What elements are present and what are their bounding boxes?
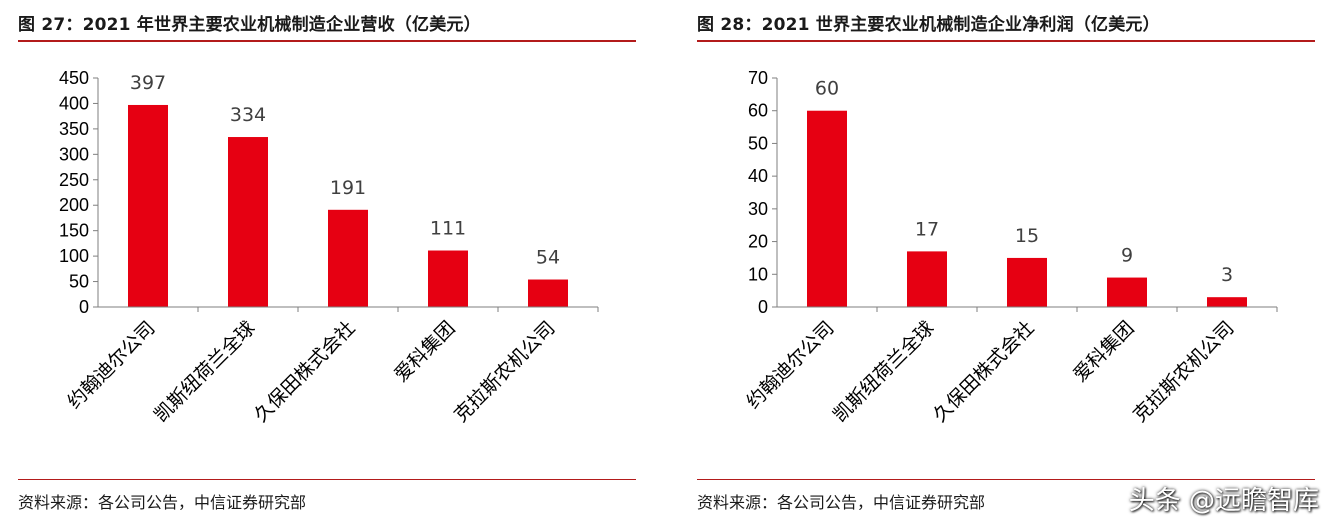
title-divider: [18, 40, 636, 42]
data-label: 3: [1221, 264, 1233, 286]
title-divider: [697, 40, 1315, 42]
y-tick-label: 100: [59, 246, 89, 266]
bar: [807, 110, 847, 307]
y-tick-label: 450: [59, 68, 89, 88]
chart-title: 图 27：2021 年世界主要农业机械制造企业营收（亿美元）: [18, 15, 481, 35]
data-label: 334: [230, 104, 266, 126]
category-label: 克拉斯农机公司: [1129, 317, 1239, 427]
data-label: 17: [915, 218, 939, 240]
source-note: 资料来源：各公司公告，中信证券研究部: [18, 493, 307, 512]
category-label: 约翰迪尔公司: [63, 317, 159, 413]
y-tick-label: 0: [79, 297, 89, 317]
y-tick-label: 400: [59, 93, 89, 113]
category-label: 爱科集团: [1069, 317, 1138, 386]
data-label: 15: [1015, 225, 1039, 247]
data-label: 54: [536, 247, 560, 269]
category-label: 约翰迪尔公司: [742, 317, 838, 413]
data-label: 111: [430, 218, 466, 240]
category-label: 爱科集团: [390, 317, 459, 386]
data-label: 9: [1121, 245, 1133, 267]
category-label: 克拉斯农机公司: [450, 317, 560, 427]
y-tick-label: 10: [748, 264, 768, 284]
y-tick-label: 70: [748, 68, 768, 88]
net-profit-bar-chart: 0 10 20 30 40 50 60 70 60 约翰迪尔公司 17 凯斯纽荷兰全球 15 久保田株式会…: [742, 68, 1278, 427]
bar: [328, 209, 368, 307]
y-tick-label: 30: [748, 199, 768, 219]
y-tick-label: 250: [59, 170, 89, 190]
y-tick-label: 50: [69, 272, 89, 292]
category-label: 凯斯纽荷兰全球: [150, 317, 260, 427]
category-label: 凯斯纽荷兰全球: [829, 317, 939, 427]
data-label: 191: [330, 177, 366, 199]
category-label: 久保田株式会社: [929, 317, 1039, 427]
data-label: 397: [130, 72, 166, 94]
bar: [1107, 277, 1147, 307]
bar: [528, 279, 568, 307]
bar: [128, 104, 168, 307]
y-tick-label: 0: [758, 297, 768, 317]
category-label: 久保田株式会社: [250, 317, 360, 427]
y-tick-label: 350: [59, 119, 89, 139]
source-divider: [18, 479, 636, 480]
y-tick-label: 20: [748, 232, 768, 252]
revenue-bar-chart: 0 50 100 150 200 250 300 350 400 450 397 约翰迪尔公司 334 凯…: [59, 68, 599, 427]
watermark-text: 头条 @远瞻智库: [1128, 486, 1319, 516]
bar: [907, 251, 947, 307]
y-tick-label: 150: [59, 221, 89, 241]
source-divider: [697, 479, 1315, 480]
data-label: 60: [815, 78, 839, 100]
source-note: 资料来源：各公司公告，中信证券研究部: [697, 493, 986, 512]
y-tick-label: 60: [748, 101, 768, 121]
y-tick-label: 50: [748, 133, 768, 153]
bar: [1207, 297, 1247, 307]
bar: [1007, 257, 1047, 307]
y-tick-label: 200: [59, 195, 89, 215]
y-tick-label: 300: [59, 144, 89, 164]
y-tick-label: 40: [748, 166, 768, 186]
bar: [428, 250, 468, 307]
bar: [228, 137, 268, 307]
chart-title: 图 28：2021 世界主要农业机械制造企业净利润（亿美元）: [697, 15, 1160, 35]
